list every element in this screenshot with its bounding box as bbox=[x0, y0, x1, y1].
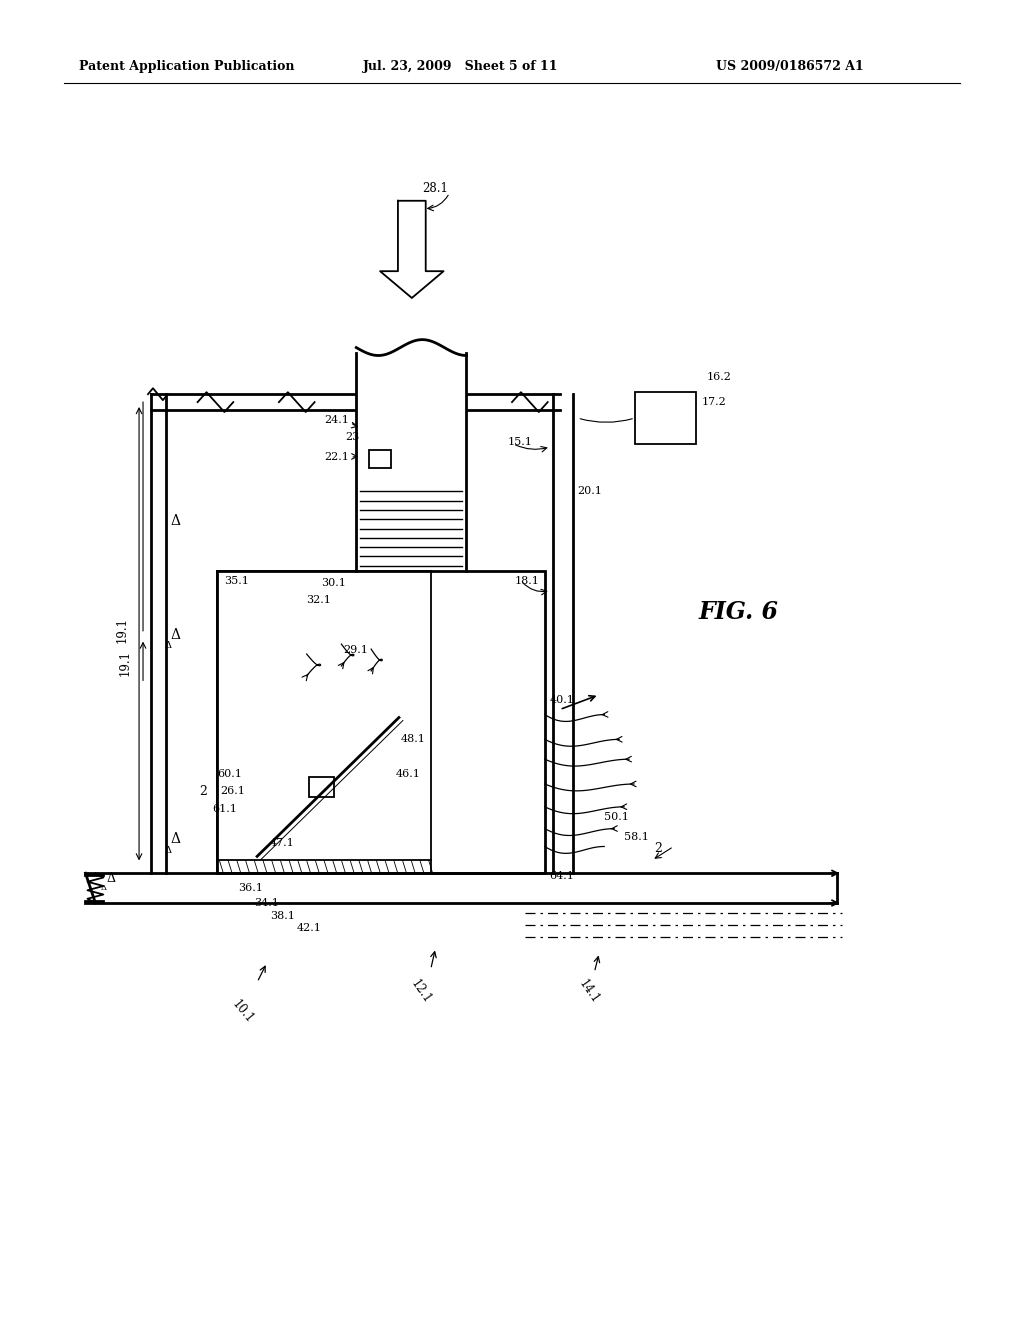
Text: 26.1: 26.1 bbox=[220, 785, 246, 796]
Text: Jul. 23, 2009   Sheet 5 of 11: Jul. 23, 2009 Sheet 5 of 11 bbox=[364, 61, 559, 74]
Text: 32.1: 32.1 bbox=[306, 595, 332, 606]
Text: 58.1: 58.1 bbox=[624, 832, 649, 842]
Text: 24.1: 24.1 bbox=[325, 414, 349, 425]
Text: US 2009/0186572 A1: US 2009/0186572 A1 bbox=[717, 61, 864, 74]
Text: 30.1: 30.1 bbox=[322, 578, 346, 587]
Text: 2: 2 bbox=[654, 842, 662, 855]
Text: 35.1: 35.1 bbox=[224, 576, 249, 586]
Text: 36.1: 36.1 bbox=[239, 883, 263, 894]
Text: Patent Application Publication: Patent Application Publication bbox=[79, 61, 294, 74]
Text: 10.1: 10.1 bbox=[229, 997, 256, 1026]
Text: 47.1: 47.1 bbox=[270, 838, 295, 849]
Bar bbox=[217, 570, 545, 874]
Text: 34.1: 34.1 bbox=[254, 898, 279, 908]
Text: 19.1: 19.1 bbox=[118, 651, 131, 676]
Text: Δ: Δ bbox=[106, 871, 116, 884]
Bar bbox=[217, 570, 431, 874]
Text: FIG. 6: FIG. 6 bbox=[698, 601, 778, 624]
Text: 42.1: 42.1 bbox=[297, 923, 322, 933]
Text: Δ: Δ bbox=[164, 640, 171, 649]
Polygon shape bbox=[380, 201, 443, 298]
Text: 61.1: 61.1 bbox=[212, 804, 238, 813]
Text: 23: 23 bbox=[345, 432, 359, 442]
Text: 60.1: 60.1 bbox=[217, 770, 243, 779]
Text: 28.1: 28.1 bbox=[422, 182, 447, 195]
Text: 16.2: 16.2 bbox=[707, 372, 731, 383]
Text: 46.1: 46.1 bbox=[396, 770, 421, 779]
Text: 48.1: 48.1 bbox=[401, 734, 426, 744]
Text: 17.2: 17.2 bbox=[701, 397, 726, 407]
Text: 12.1: 12.1 bbox=[408, 977, 433, 1006]
Text: 15.1: 15.1 bbox=[508, 437, 532, 446]
Text: 64.1: 64.1 bbox=[550, 871, 574, 882]
Text: 38.1: 38.1 bbox=[270, 911, 295, 921]
Bar bbox=[635, 392, 696, 444]
Text: 29.1: 29.1 bbox=[343, 645, 369, 655]
Text: 18.1: 18.1 bbox=[515, 576, 540, 586]
Text: 20.1: 20.1 bbox=[578, 486, 602, 496]
Text: 40.1: 40.1 bbox=[550, 694, 574, 705]
Text: 50.1: 50.1 bbox=[604, 812, 629, 822]
Text: Δ: Δ bbox=[171, 513, 181, 528]
Text: Δ: Δ bbox=[164, 846, 171, 855]
Text: Δ: Δ bbox=[100, 884, 106, 892]
Bar bbox=[308, 777, 335, 797]
Text: 14.1: 14.1 bbox=[577, 977, 602, 1006]
Text: 2: 2 bbox=[200, 785, 208, 799]
Text: 19.1: 19.1 bbox=[115, 618, 128, 643]
Text: Δ: Δ bbox=[171, 832, 181, 846]
Bar bbox=[370, 450, 391, 467]
Text: 22.1: 22.1 bbox=[325, 451, 349, 462]
Text: Δ: Δ bbox=[171, 628, 181, 643]
